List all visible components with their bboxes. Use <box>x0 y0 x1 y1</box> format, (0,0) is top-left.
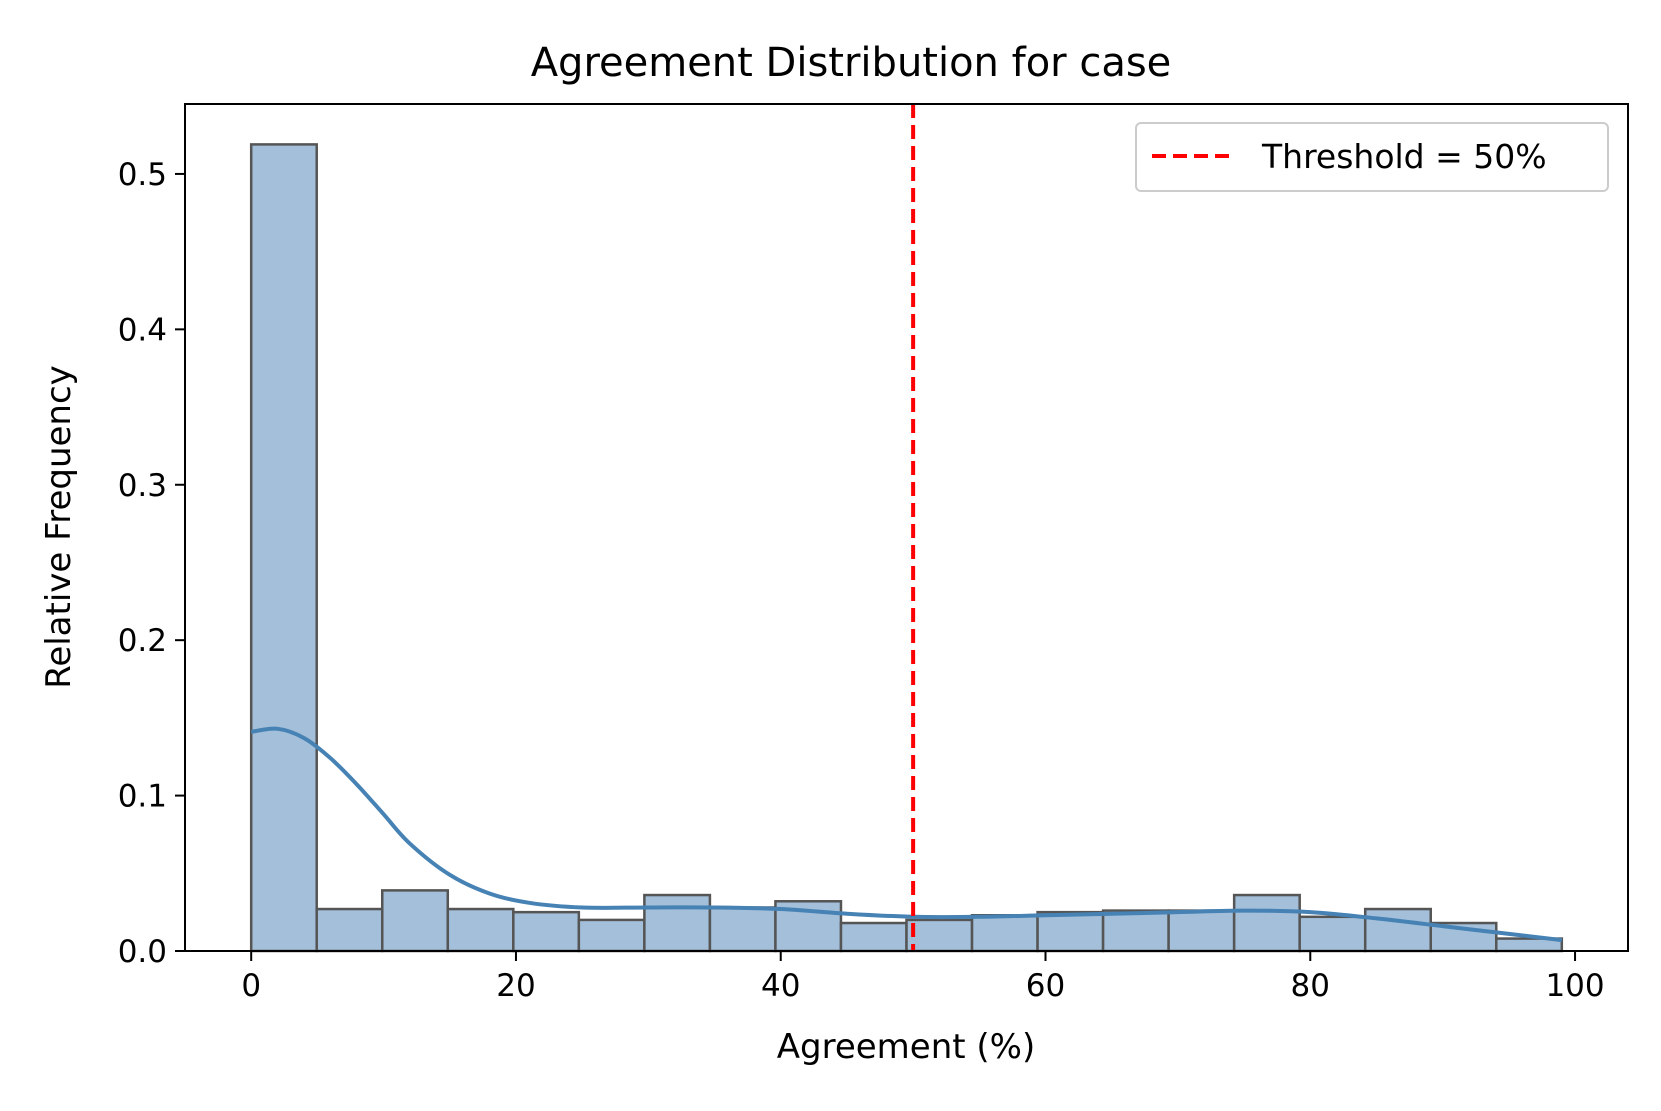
chart-title: Agreement Distribution for case <box>531 40 1172 86</box>
y-axis-label: Relative Frequency <box>39 365 79 689</box>
legend-box <box>1135 122 1609 192</box>
legend: Threshold = 50% <box>1135 122 1609 192</box>
histogram-bar-12 <box>1036 910 1105 953</box>
histogram-bar-15 <box>1232 893 1301 953</box>
histogram-bar-4 <box>512 910 581 953</box>
histogram-bar-14 <box>1167 909 1236 953</box>
y-tick-label: 0.1 <box>118 779 167 815</box>
histogram-bar-7 <box>708 906 777 953</box>
histogram-bar-0 <box>249 143 318 953</box>
histogram-bar-10 <box>905 918 974 953</box>
histogram-bar-3 <box>446 907 515 953</box>
histogram-bar-5 <box>577 918 646 953</box>
x-axis-label: Agreement (%) <box>777 1027 1035 1067</box>
y-tick-label: 0.0 <box>118 934 167 970</box>
histogram-bar-6 <box>643 893 712 953</box>
histogram-bar-9 <box>839 921 908 953</box>
kde-curve-layer <box>250 726 1563 943</box>
x-tick-label: 60 <box>1026 968 1065 1004</box>
y-tick-label: 0.3 <box>118 468 167 504</box>
kde-curve <box>250 726 1563 943</box>
x-tick-label: 100 <box>1545 968 1604 1004</box>
x-tick-label: 20 <box>496 968 535 1004</box>
axes-frame <box>184 103 1629 952</box>
y-tick-label: 0.5 <box>118 157 167 193</box>
histogram-bar-11 <box>970 914 1039 953</box>
x-axis-ticks: 0 20 40 60 80 100 <box>241 951 1605 1004</box>
histogram-bar-13 <box>1101 909 1170 953</box>
histogram-bar-16 <box>1298 915 1367 953</box>
y-axis-ticks: 0.0 0.1 0.2 0.3 0.4 0.5 <box>118 157 185 970</box>
legend-threshold-label: Threshold = 50% <box>1261 137 1547 176</box>
histogram-bar-1 <box>315 907 384 953</box>
x-tick-label: 40 <box>761 968 800 1004</box>
histogram-bar-2 <box>381 889 450 953</box>
histogram-bar-17 <box>1363 907 1432 953</box>
y-tick-label: 0.2 <box>118 623 167 659</box>
histogram-bars <box>249 143 1564 953</box>
x-tick-label: 0 <box>241 968 261 1004</box>
y-tick-label: 0.4 <box>118 312 167 348</box>
x-tick-label: 80 <box>1291 968 1330 1004</box>
